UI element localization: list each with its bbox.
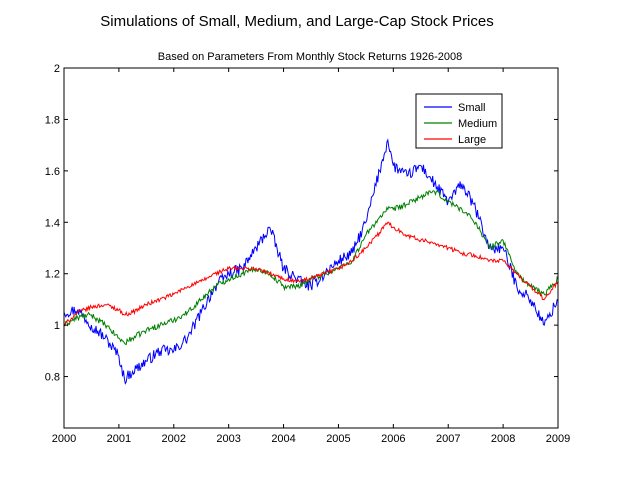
x-tick-label: 2006 [381, 433, 405, 445]
plot-frame [63, 67, 559, 429]
chart-title: Simulations of Small, Medium, and Large-… [100, 13, 494, 30]
x-tick-label: 2001 [107, 433, 131, 445]
series-large-line [63, 221, 559, 326]
series-small-line [63, 138, 559, 385]
legend-label: Small [458, 102, 486, 114]
y-tick-label: 2 [54, 63, 60, 75]
legend-label: Large [458, 134, 486, 146]
x-tick-label: 2008 [491, 433, 515, 445]
x-tick-label: 2005 [326, 433, 350, 445]
y-tick-label: 1.2 [45, 269, 60, 281]
x-tick-label: 2004 [271, 433, 295, 445]
chart-subtitle: Based on Parameters From Monthly Stock R… [158, 51, 462, 63]
x-tick-label: 2009 [546, 433, 570, 445]
y-tick-label: 1.8 [45, 114, 60, 126]
series-layer [63, 138, 559, 385]
y-tick-label: 1 [54, 320, 60, 332]
axis-layer: 2000 2001 2002 2003 2004 2005 2006 2007 2008 2009… [45, 63, 571, 445]
x-tick-label: 2000 [52, 433, 76, 445]
y-tick-label: 0.8 [45, 372, 60, 384]
x-tick-label: 2002 [162, 433, 186, 445]
legend-label: Medium [458, 118, 497, 130]
y-tick-label: 1.4 [45, 217, 60, 229]
legend: Small Medium Large [415, 93, 503, 149]
y-tick-label: 1.6 [45, 166, 60, 178]
x-tick-label: 2007 [436, 433, 460, 445]
x-tick-label: 2003 [216, 433, 240, 445]
